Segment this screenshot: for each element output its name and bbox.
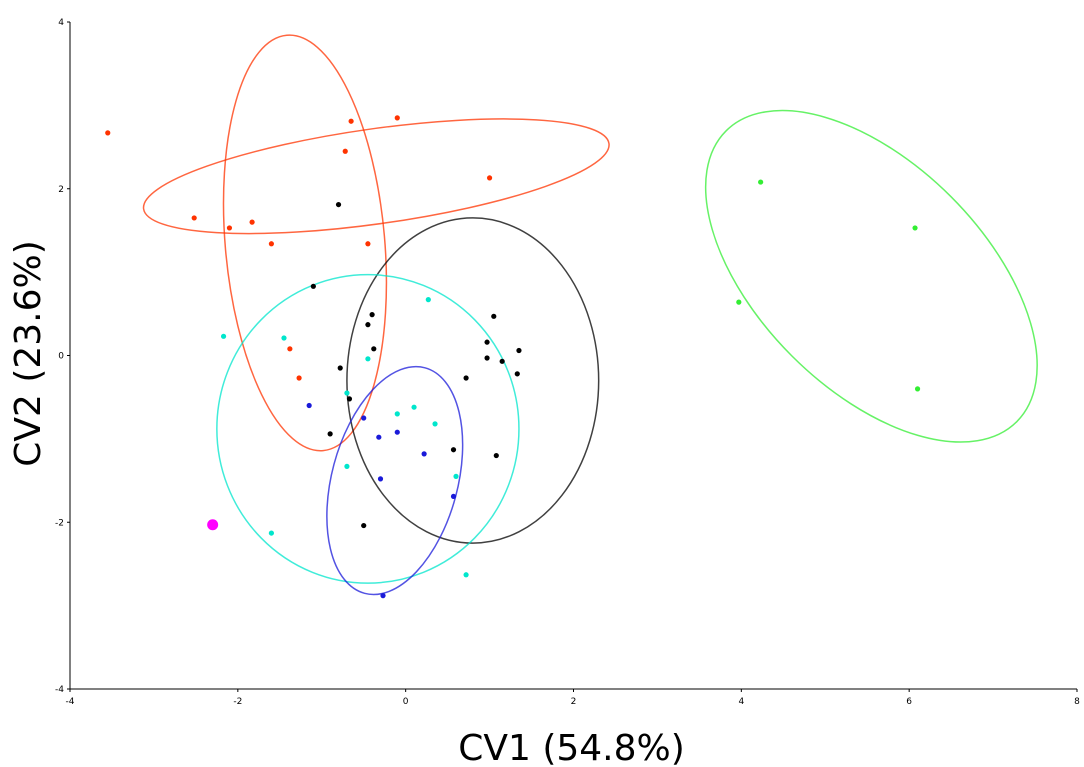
scatter-point <box>912 225 918 231</box>
x-tick-label: 0 <box>403 697 409 707</box>
scatter-point <box>335 201 342 208</box>
scatter-point <box>450 493 457 500</box>
x-tick-label: 8 <box>1074 697 1080 707</box>
x-axis-title: CV1 (54.8%) <box>458 728 685 767</box>
scatter-point <box>516 347 522 354</box>
x-axis-ticks: -4 -2 0 2 4 6 8 <box>66 689 1080 707</box>
y-tick-label: 4 <box>58 18 64 28</box>
scatter-point <box>394 115 400 121</box>
scatter-point <box>361 415 367 421</box>
scatter-point <box>369 312 375 318</box>
scatter-point <box>365 356 371 362</box>
scatter-point <box>268 241 274 247</box>
scatter-point <box>493 452 499 459</box>
scatter-point <box>281 335 287 341</box>
scatter-point <box>346 396 353 402</box>
y-axis-title: CV2 (23.6%) <box>8 240 49 467</box>
y-tick-label: 0 <box>58 352 64 362</box>
scatter-point <box>499 358 505 364</box>
scatter-point <box>450 447 457 453</box>
scatter-point <box>376 434 382 440</box>
confidence-ellipse <box>216 273 520 584</box>
scatter-point <box>310 283 316 289</box>
scatter-point <box>306 402 312 409</box>
scatter-point <box>268 530 274 536</box>
scatter-point <box>484 339 490 345</box>
scatter-point <box>226 225 233 231</box>
scatter-point <box>344 390 350 396</box>
scatter-point <box>514 371 520 377</box>
scatter-point <box>287 346 293 352</box>
scatter-point <box>342 148 348 154</box>
x-tick-label: -4 <box>66 697 75 707</box>
scatter-point <box>421 451 427 457</box>
x-tick-label: 6 <box>906 697 912 707</box>
scatter-point <box>344 463 350 469</box>
scatter-point <box>432 421 438 427</box>
axes <box>69 22 1077 690</box>
scatter-point <box>425 297 431 303</box>
scatter-point <box>394 429 400 435</box>
confidence-ellipse <box>346 217 600 544</box>
scatter-point <box>736 299 742 305</box>
scatter-point <box>337 365 343 371</box>
scatter-point <box>380 593 386 599</box>
y-tick-label: -4 <box>55 685 64 695</box>
scatter-point <box>371 346 377 352</box>
scatter-point <box>191 215 197 221</box>
scatter-point <box>365 241 371 247</box>
y-tick-label: 2 <box>58 185 64 195</box>
scatter-point <box>249 219 255 225</box>
scatter-point <box>327 431 333 437</box>
y-axis-ticks: -4 -2 0 2 4 <box>55 18 70 695</box>
scatter-point <box>463 572 469 578</box>
scatter-point <box>486 175 493 181</box>
y-tick-label: -2 <box>55 518 64 528</box>
scatter-point <box>484 355 490 361</box>
scatter-point <box>105 130 111 136</box>
confidence-ellipses <box>142 34 1038 596</box>
scatter-point <box>758 179 764 185</box>
x-tick-label: 2 <box>571 697 577 707</box>
x-tick-label: -2 <box>233 697 242 707</box>
confidence-ellipse <box>326 365 464 596</box>
x-tick-label: 4 <box>738 697 744 707</box>
scatter-point <box>220 333 227 339</box>
confidence-ellipse <box>704 109 1038 443</box>
scatter-point <box>207 519 219 531</box>
scatter-point <box>296 375 302 381</box>
data-points <box>105 115 921 599</box>
confidence-ellipse <box>222 34 388 452</box>
scatter-point <box>348 118 354 124</box>
scatter-point <box>914 386 921 392</box>
scatter-point <box>361 522 367 529</box>
scatter-point <box>394 411 400 417</box>
scatter-point <box>463 375 469 381</box>
scatter-point <box>365 322 371 328</box>
scatter-point <box>411 404 417 410</box>
scatter-point <box>377 476 384 482</box>
scatter-point <box>453 473 459 479</box>
scatter-point <box>491 313 497 319</box>
